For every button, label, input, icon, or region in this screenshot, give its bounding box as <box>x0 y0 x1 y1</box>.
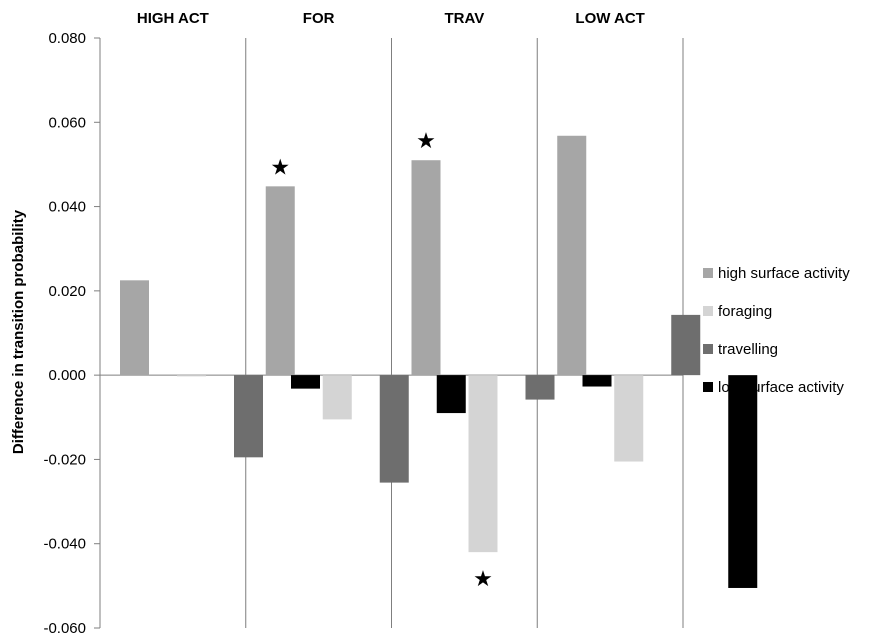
legend-label: travelling <box>718 341 778 358</box>
significance-star: ★ <box>473 567 493 592</box>
y-tick-label: -0.040 <box>43 536 86 553</box>
y-tick-label: 0.020 <box>48 283 86 300</box>
legend-label: foraging <box>718 303 772 320</box>
bar <box>411 160 441 376</box>
bar <box>120 280 149 376</box>
bar <box>291 375 320 389</box>
y-axis-title: Difference in transition probability <box>10 209 27 454</box>
legend-swatch <box>703 382 713 392</box>
bar <box>557 135 587 376</box>
annotations: ★ ★ ★ <box>270 129 492 592</box>
legend-label: high surface activity <box>718 265 850 282</box>
y-tick-label: 0.060 <box>48 114 86 131</box>
legend: high surface activity foraging travelling l… <box>703 265 850 396</box>
bar <box>265 186 295 376</box>
y-tick-label: 0.000 <box>48 367 86 384</box>
significance-star: ★ <box>416 129 436 154</box>
legend-item: high surface activity <box>703 265 850 282</box>
bar <box>436 375 466 414</box>
bars <box>120 135 758 588</box>
significance-star: ★ <box>270 155 290 180</box>
panel-title: TRAV <box>445 10 485 27</box>
panel-title: LOW ACT <box>575 10 644 27</box>
legend-swatch <box>703 268 713 278</box>
y-tick-label: -0.020 <box>43 451 86 468</box>
y-axis-ticks: 0.080 0.060 0.040 0.020 0.000 -0.020 -0.040 -0.… <box>43 30 100 635</box>
bar <box>177 375 206 377</box>
legend-item: foraging <box>703 303 772 320</box>
bar <box>728 375 758 588</box>
bar <box>525 375 555 400</box>
panel-titles: HIGH ACT FOR TRAV LOW ACT <box>137 10 645 27</box>
bar <box>614 375 644 462</box>
bar <box>582 375 612 387</box>
legend-swatch <box>703 344 713 354</box>
legend-item: travelling <box>703 341 778 358</box>
legend-item: low surface activity <box>703 379 844 396</box>
bar <box>322 375 352 420</box>
legend-swatch <box>703 306 713 316</box>
panel-title: FOR <box>303 10 335 27</box>
bar <box>234 375 263 458</box>
panel-title: HIGH ACT <box>137 10 209 27</box>
y-tick-label: 0.080 <box>48 30 86 47</box>
bar <box>671 314 701 376</box>
bar <box>468 375 498 553</box>
axes <box>99 38 684 628</box>
y-tick-label: -0.060 <box>43 620 86 635</box>
bar <box>379 375 409 483</box>
y-tick-label: 0.040 <box>48 199 86 216</box>
legend-label: low surface activity <box>718 379 844 396</box>
